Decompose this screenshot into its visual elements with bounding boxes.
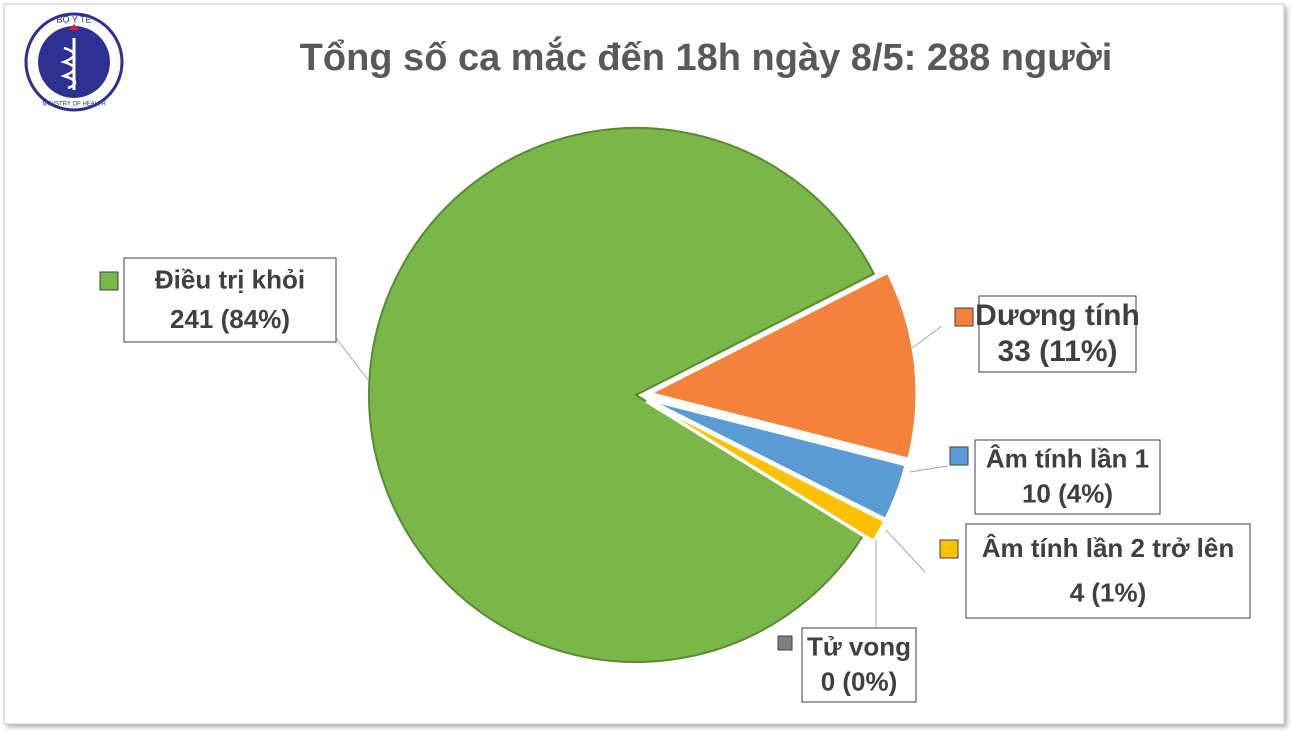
label-box [978,295,1137,373]
logo-top-text: BỘ Y TẾ [56,14,91,24]
legend-key [954,307,974,327]
legend-key [949,446,969,466]
category-label: Âm tính lần 1 [986,444,1149,474]
chart-title: Tổng số ca mắc đến 18h ngày 8/5: 288 ngư… [300,35,1113,79]
logo-star [69,24,79,30]
value-label: 10 (4%) [1022,478,1113,508]
pie-slice [645,400,875,544]
category-label: Điều trị khỏi [155,264,305,294]
legend-key [939,539,959,559]
label-box [123,257,337,343]
label-box [965,523,1251,619]
logo-bottom-text: MINISTRY OF HEALTH [42,102,105,108]
value-label: 241 (84%) [170,304,290,334]
label-box [974,439,1161,515]
category-label: Âm tính lần 2 trở lên [982,533,1235,563]
legend-key [777,635,793,651]
leader-line [911,325,943,349]
category-label: Tử vong [807,632,911,662]
logo-snake [60,46,77,90]
value-label: 4 (1%) [1070,577,1147,607]
leader-line [909,465,949,473]
pie-slice [646,397,908,522]
leader-line [335,337,369,381]
value-label: 0 (0%) [821,666,898,696]
pie-slice [645,270,919,461]
label-box [801,627,917,703]
leader-line [885,529,926,573]
logo: BỘ Y TẾ MINISTRY OF HEALTH [24,12,124,112]
value-label: 33 (11%) [997,335,1117,368]
pie-slice [368,127,876,663]
legend-key [99,271,119,291]
category-label: Dương tính [975,299,1140,332]
